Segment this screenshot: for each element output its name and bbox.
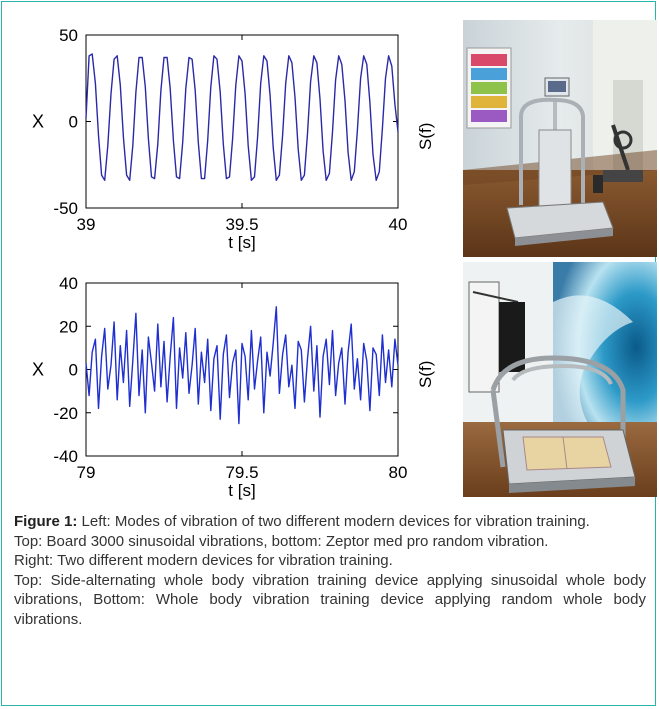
x-tick-label: 79.5	[225, 463, 258, 482]
y-tick-label: 20	[59, 317, 78, 336]
y-tick-label: -20	[53, 404, 78, 423]
x-tick-label: 80	[389, 463, 408, 482]
y-tick-label: 50	[59, 26, 78, 45]
y-tick-label: 0	[69, 361, 78, 380]
photo-top-side-label: S(f)	[416, 122, 435, 150]
x-tick-label: 39	[77, 215, 96, 234]
caption-text-1: Left: Modes of vibration of two differen…	[77, 513, 590, 530]
y-axis-label: X	[32, 112, 44, 132]
walk-in-vibration-device-icon	[463, 262, 657, 497]
caption-label: Figure 1:	[14, 513, 78, 530]
vibration-board-photo	[463, 20, 657, 257]
caption-paragraph-1: Figure 1: Left: Modes of vibration of tw…	[14, 512, 646, 532]
caption-paragraph-3: Right: Two different modern devices for …	[14, 552, 393, 570]
series-line	[85, 53, 399, 182]
series-line	[85, 306, 399, 425]
caption-paragraph-2: Top: Board 3000 sinusoidal vibrations, b…	[14, 532, 549, 550]
y-tick-label: 0	[69, 113, 78, 132]
figure-caption: Figure 1: Left: Modes of vibration of tw…	[14, 512, 646, 630]
y-tick-label: -40	[53, 447, 78, 466]
x-axis-label: t [s]	[228, 481, 255, 500]
x-axis-label: t [s]	[228, 233, 255, 252]
vibration-board-device-icon	[463, 20, 657, 257]
caption-paragraph-4: Top: Side-alternating whole body vibrati…	[14, 571, 646, 628]
walk-in-device-photo	[463, 262, 657, 497]
x-tick-label: 39.5	[225, 215, 258, 234]
photo-bottom-side-label: S(f)	[416, 360, 435, 388]
x-tick-label: 79	[77, 463, 96, 482]
y-axis-label: X	[32, 360, 44, 380]
y-tick-label: -50	[53, 199, 78, 218]
x-tick-label: 40	[389, 215, 408, 234]
y-tick-label: 40	[59, 274, 78, 293]
